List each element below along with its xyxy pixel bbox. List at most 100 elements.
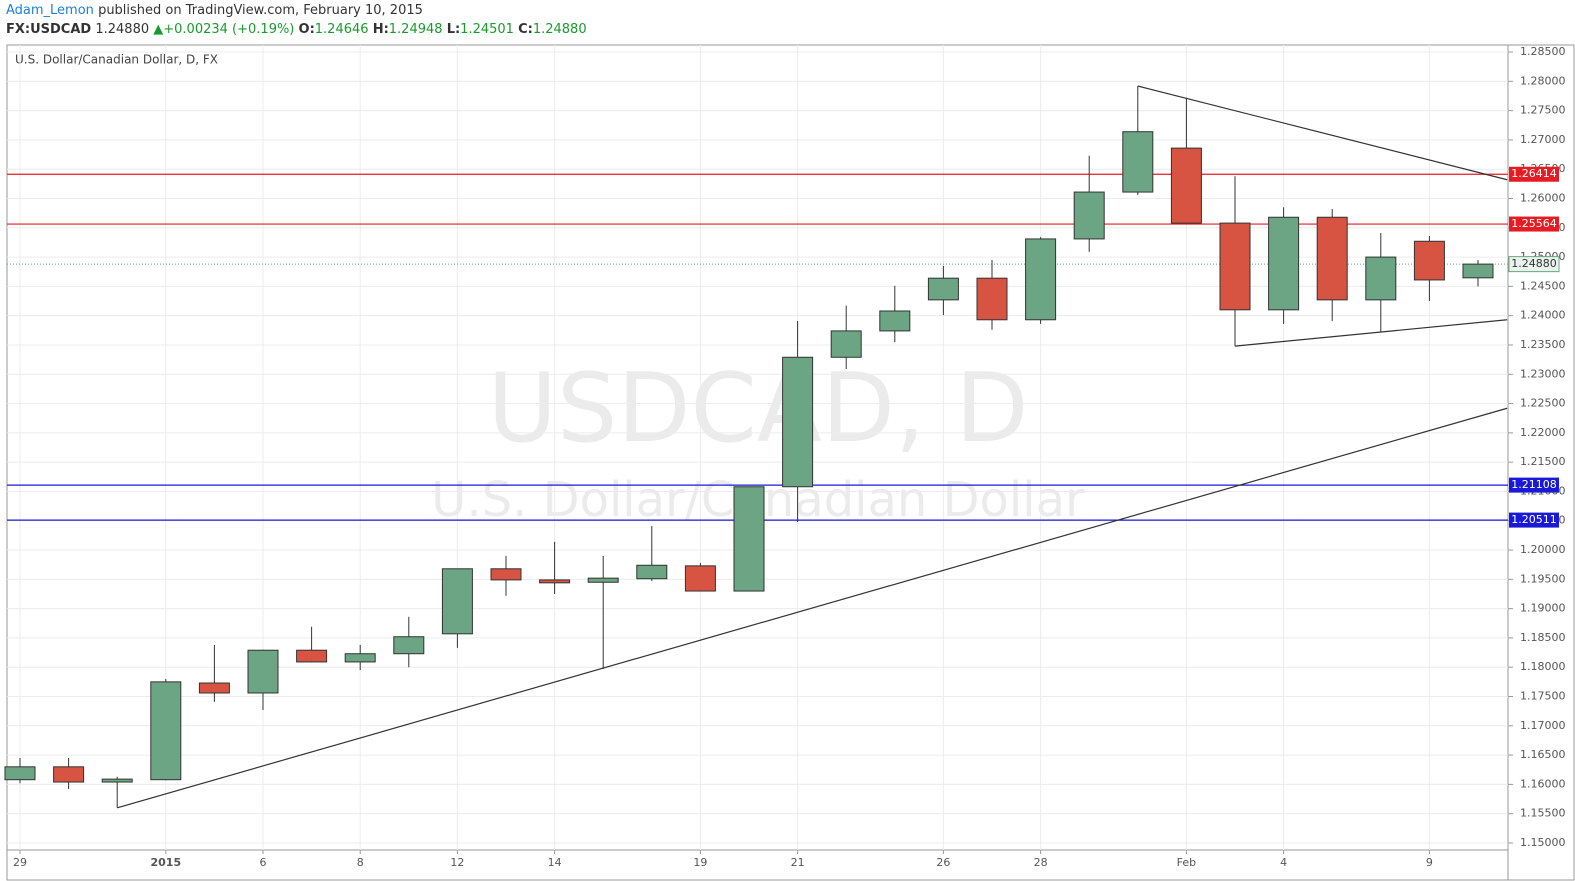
candle-body <box>344 653 376 663</box>
x-tick-label: Feb <box>1177 856 1196 869</box>
last-price-label: 1.24880 <box>1511 257 1557 270</box>
y-tick-label: 1.15000 <box>1520 836 1566 849</box>
level-label: 1.21108 <box>1511 478 1557 491</box>
candle-body <box>733 486 765 592</box>
candle-body <box>1365 256 1397 301</box>
candle-body <box>782 356 814 488</box>
publish-line: Adam_Lemon published on TradingView.com,… <box>6 3 423 18</box>
x-tick-label: 21 <box>791 856 805 869</box>
candle-body <box>1025 238 1057 321</box>
plot-frame <box>6 44 1509 851</box>
candle-body <box>1316 216 1348 301</box>
chart: USDCAD, D U.S. Dollar/Canadian Dollar U.… <box>4 44 1575 881</box>
y-tick-label: 1.23000 <box>1520 367 1566 380</box>
candle-body <box>441 568 473 635</box>
level-label: 1.25564 <box>1511 217 1557 230</box>
quote-value: 1.24501 <box>460 22 514 37</box>
quote-value: 1.24646 <box>314 22 369 37</box>
y-tick-label: 1.21500 <box>1520 455 1566 468</box>
x-tick-label: 26 <box>936 856 950 869</box>
candle-body <box>101 778 133 783</box>
x-tick-label: 28 <box>1034 856 1048 869</box>
candle-body <box>1219 222 1251 311</box>
symbol: FX:USDCAD <box>6 22 92 37</box>
candle-body <box>1170 147 1202 224</box>
y-tick-label: 1.27000 <box>1520 133 1566 146</box>
published: published on TradingView.com, February 1… <box>98 3 423 18</box>
x-tick-label: 29 <box>13 856 27 869</box>
x-tick-label: 12 <box>450 856 464 869</box>
candle-body <box>490 568 522 581</box>
trend-line <box>1137 85 1508 181</box>
header: Adam_Lemon published on TradingView.com,… <box>0 0 1575 43</box>
quote-value: 1.24948 <box>388 22 443 37</box>
candle-body <box>4 766 36 781</box>
y-tick-label: 1.17000 <box>1520 719 1566 732</box>
candle-body <box>296 649 328 663</box>
change: +0.00234 (+0.19%) <box>163 22 295 37</box>
y-tick-label: 1.27500 <box>1520 104 1566 117</box>
candle-body <box>247 649 279 694</box>
y-tick-label: 1.17500 <box>1520 689 1566 702</box>
y-tick-label: 1.22000 <box>1520 426 1566 439</box>
candle-body <box>1122 131 1154 193</box>
quote-line: FX:USDCAD 1.24880 ▲+0.00234 (+0.19%) O:1… <box>6 22 587 37</box>
candle-body <box>879 310 911 332</box>
candle-body <box>198 682 230 694</box>
quote-label: O: <box>298 22 315 37</box>
candle-body <box>150 681 182 781</box>
x-tick-label: 14 <box>548 856 562 869</box>
time-axis <box>6 849 1509 881</box>
quote-label: C: <box>518 22 533 37</box>
candle-body <box>976 277 1008 321</box>
candle-body <box>53 766 85 783</box>
y-tick-label: 1.26000 <box>1520 192 1566 205</box>
x-tick-label: 6 <box>260 856 267 869</box>
level-label-box <box>1509 216 1559 232</box>
candle-body <box>1462 263 1494 279</box>
x-tick-label: 8 <box>357 856 364 869</box>
y-tick-label: 1.22500 <box>1520 397 1566 410</box>
x-tick-label: 19 <box>693 856 707 869</box>
candle-body <box>830 330 862 358</box>
x-tick-label: 9 <box>1426 856 1433 869</box>
up-arrow: ▲ <box>153 22 164 37</box>
candle-body <box>1268 216 1300 311</box>
candle-body <box>1413 240 1445 281</box>
level-label: 1.26414 <box>1511 167 1557 180</box>
chart-subtitle: U.S. Dollar/Canadian Dollar, D, FX <box>15 53 218 67</box>
candle-body <box>927 277 959 301</box>
y-tick-label: 1.24500 <box>1520 279 1566 292</box>
candle-body <box>1073 191 1105 240</box>
candle-body <box>539 579 571 584</box>
y-tick-label: 1.23500 <box>1520 338 1566 351</box>
candle-body <box>684 565 716 592</box>
y-tick-label: 1.18000 <box>1520 660 1566 673</box>
y-tick-label: 1.18500 <box>1520 631 1566 644</box>
trend-line <box>117 407 1508 809</box>
y-tick-label: 1.19500 <box>1520 572 1566 585</box>
y-tick-label: 1.28500 <box>1520 45 1566 58</box>
candle-body <box>636 564 668 580</box>
author-link[interactable]: Adam_Lemon <box>6 3 94 18</box>
y-tick-label: 1.16000 <box>1520 777 1566 790</box>
quote-value: 1.24880 <box>532 22 587 37</box>
level-label-box <box>1509 512 1559 528</box>
trend-line <box>1234 319 1508 347</box>
price-axis <box>1507 44 1575 881</box>
x-tick-label: 2015 <box>150 856 181 869</box>
y-tick-label: 1.15500 <box>1520 807 1566 820</box>
x-tick-label: 4 <box>1280 856 1287 869</box>
y-tick-label: 1.16500 <box>1520 748 1566 761</box>
candle-body <box>393 636 425 655</box>
last-price-box <box>1508 256 1560 273</box>
level-label-box <box>1509 166 1559 182</box>
y-tick-label: 1.20000 <box>1520 543 1566 556</box>
quote-label: L: <box>446 22 461 37</box>
watermark: USDCAD, D <box>487 354 1028 464</box>
price: 1.24880 <box>95 22 150 37</box>
y-tick-label: 1.24000 <box>1520 309 1566 322</box>
level-label: 1.20511 <box>1511 513 1557 526</box>
quote-label: H: <box>372 22 389 37</box>
